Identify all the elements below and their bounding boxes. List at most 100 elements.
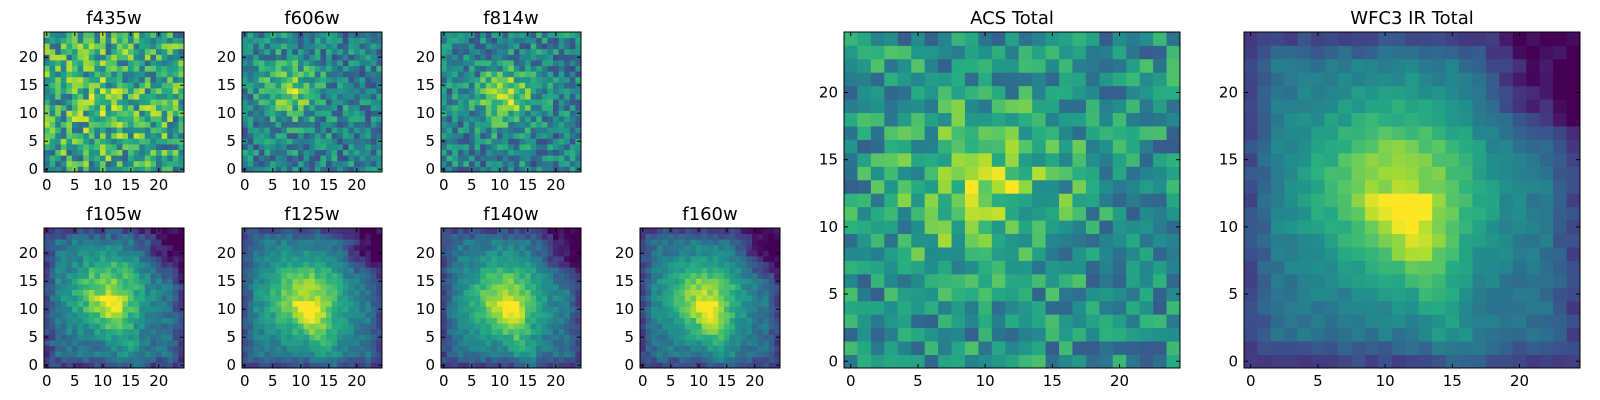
heatmap-cell: [105, 138, 112, 145]
heatmap-cell: [337, 244, 344, 251]
heatmap-cell: [469, 244, 475, 251]
heatmap-cell: [690, 267, 697, 274]
heatmap-cell: [558, 261, 565, 268]
x-tick-label: 20: [149, 176, 168, 194]
heatmap-cell: [247, 166, 254, 173]
heatmap-cell: [564, 82, 571, 89]
heatmap-cell: [337, 272, 344, 279]
heatmap-cell: [645, 362, 652, 369]
heatmap-cell: [575, 295, 582, 302]
heatmap-cell: [122, 356, 129, 363]
heatmap-cell: [116, 278, 123, 285]
heatmap-cell: [133, 43, 140, 50]
heatmap-cell: [673, 328, 680, 335]
heatmap-cell: [463, 256, 470, 262]
heatmap-cell: [320, 104, 327, 111]
heatmap-cell: [128, 71, 134, 78]
heatmap-cell: [376, 93, 383, 100]
heatmap-cell: [746, 244, 753, 251]
heatmap-cell: [724, 328, 730, 335]
heatmap-cell: [569, 60, 576, 66]
heatmap-cell: [55, 328, 62, 335]
heatmap-cell: [370, 132, 377, 139]
heatmap-cell: [480, 37, 487, 44]
heatmap-cell: [264, 121, 271, 128]
heatmap-cell: [309, 138, 316, 145]
heatmap-cell: [348, 104, 355, 111]
heatmap-cell: [326, 328, 332, 335]
heatmap-cell: [281, 144, 288, 150]
heatmap-cell: [111, 144, 118, 150]
heatmap-cell: [150, 289, 157, 296]
heatmap-cell: [303, 261, 310, 268]
heatmap-cell: [707, 244, 714, 251]
heatmap-cell: [541, 244, 548, 251]
heatmap-cell: [72, 144, 78, 150]
heatmap-cell: [679, 272, 686, 279]
heatmap-cell: [298, 345, 304, 352]
heatmap-cell: [951, 287, 966, 302]
heatmap-cell: [525, 323, 531, 330]
heatmap-cell: [469, 88, 475, 94]
heatmap-cell: [558, 149, 565, 156]
heatmap-cell: [161, 289, 168, 296]
heatmap-cell: [446, 88, 453, 94]
heatmap-cell: [740, 334, 747, 341]
heatmap-cell: [485, 250, 492, 257]
heatmap-cell: [161, 312, 168, 318]
heatmap-cell: [452, 155, 459, 162]
x-tick-label: 0: [240, 372, 250, 390]
heatmap-cell: [178, 104, 185, 111]
heatmap-cell: [497, 256, 503, 262]
heatmap-cell: [55, 88, 62, 94]
heatmap-cell: [724, 239, 730, 246]
heatmap-cell: [530, 323, 537, 330]
heatmap-cell: [342, 334, 349, 341]
heatmap-cell: [354, 317, 360, 324]
heatmap-cell: [564, 155, 571, 162]
heatmap-cell: [541, 54, 548, 61]
heatmap-cell: [724, 317, 730, 324]
heatmap-cell: [485, 233, 492, 240]
heatmap-cell: [55, 99, 62, 106]
heatmap-cell: [474, 295, 481, 302]
heatmap-cell: [275, 37, 282, 44]
heatmap-cell: [94, 88, 101, 94]
heatmap-cell: [60, 127, 67, 134]
heatmap-cell: [1045, 260, 1060, 275]
heatmap-cell: [746, 340, 753, 346]
heatmap-cell: [354, 93, 360, 100]
heatmap-cell: [348, 300, 355, 307]
heatmap-cell: [133, 71, 140, 78]
heatmap-cell: [156, 121, 162, 128]
heatmap-cell: [553, 138, 559, 145]
heatmap-cell: [519, 166, 526, 173]
heatmap-cell: [348, 82, 355, 89]
heatmap-cell: [491, 116, 498, 122]
heatmap-cell: [978, 179, 993, 194]
heatmap-cell: [964, 166, 979, 181]
heatmap-cell: [122, 328, 129, 335]
heatmap-cell: [746, 256, 753, 262]
heatmap-cell: [978, 166, 993, 181]
heatmap-cell: [525, 104, 531, 111]
heatmap-cell: [701, 233, 708, 240]
heatmap-cell: [679, 351, 686, 358]
heatmap-cell: [735, 362, 742, 369]
heatmap-cell: [326, 351, 332, 358]
heatmap-cell: [735, 244, 742, 251]
heatmap-cell: [513, 312, 520, 318]
heatmap-cell: [167, 82, 174, 89]
heatmap-cell: [463, 295, 470, 302]
heatmap-cell: [172, 312, 179, 318]
heatmap-cell: [365, 267, 372, 274]
heatmap-cell: [122, 334, 129, 341]
heatmap-cell: [1059, 233, 1073, 248]
heatmap-cell: [376, 116, 383, 122]
heatmap-cell: [491, 351, 498, 358]
heatmap-cell: [553, 244, 559, 251]
heatmap-cell: [446, 228, 453, 234]
heatmap-cell: [474, 138, 481, 145]
heatmap-cell: [326, 144, 332, 150]
heatmap-cell: [951, 354, 966, 369]
